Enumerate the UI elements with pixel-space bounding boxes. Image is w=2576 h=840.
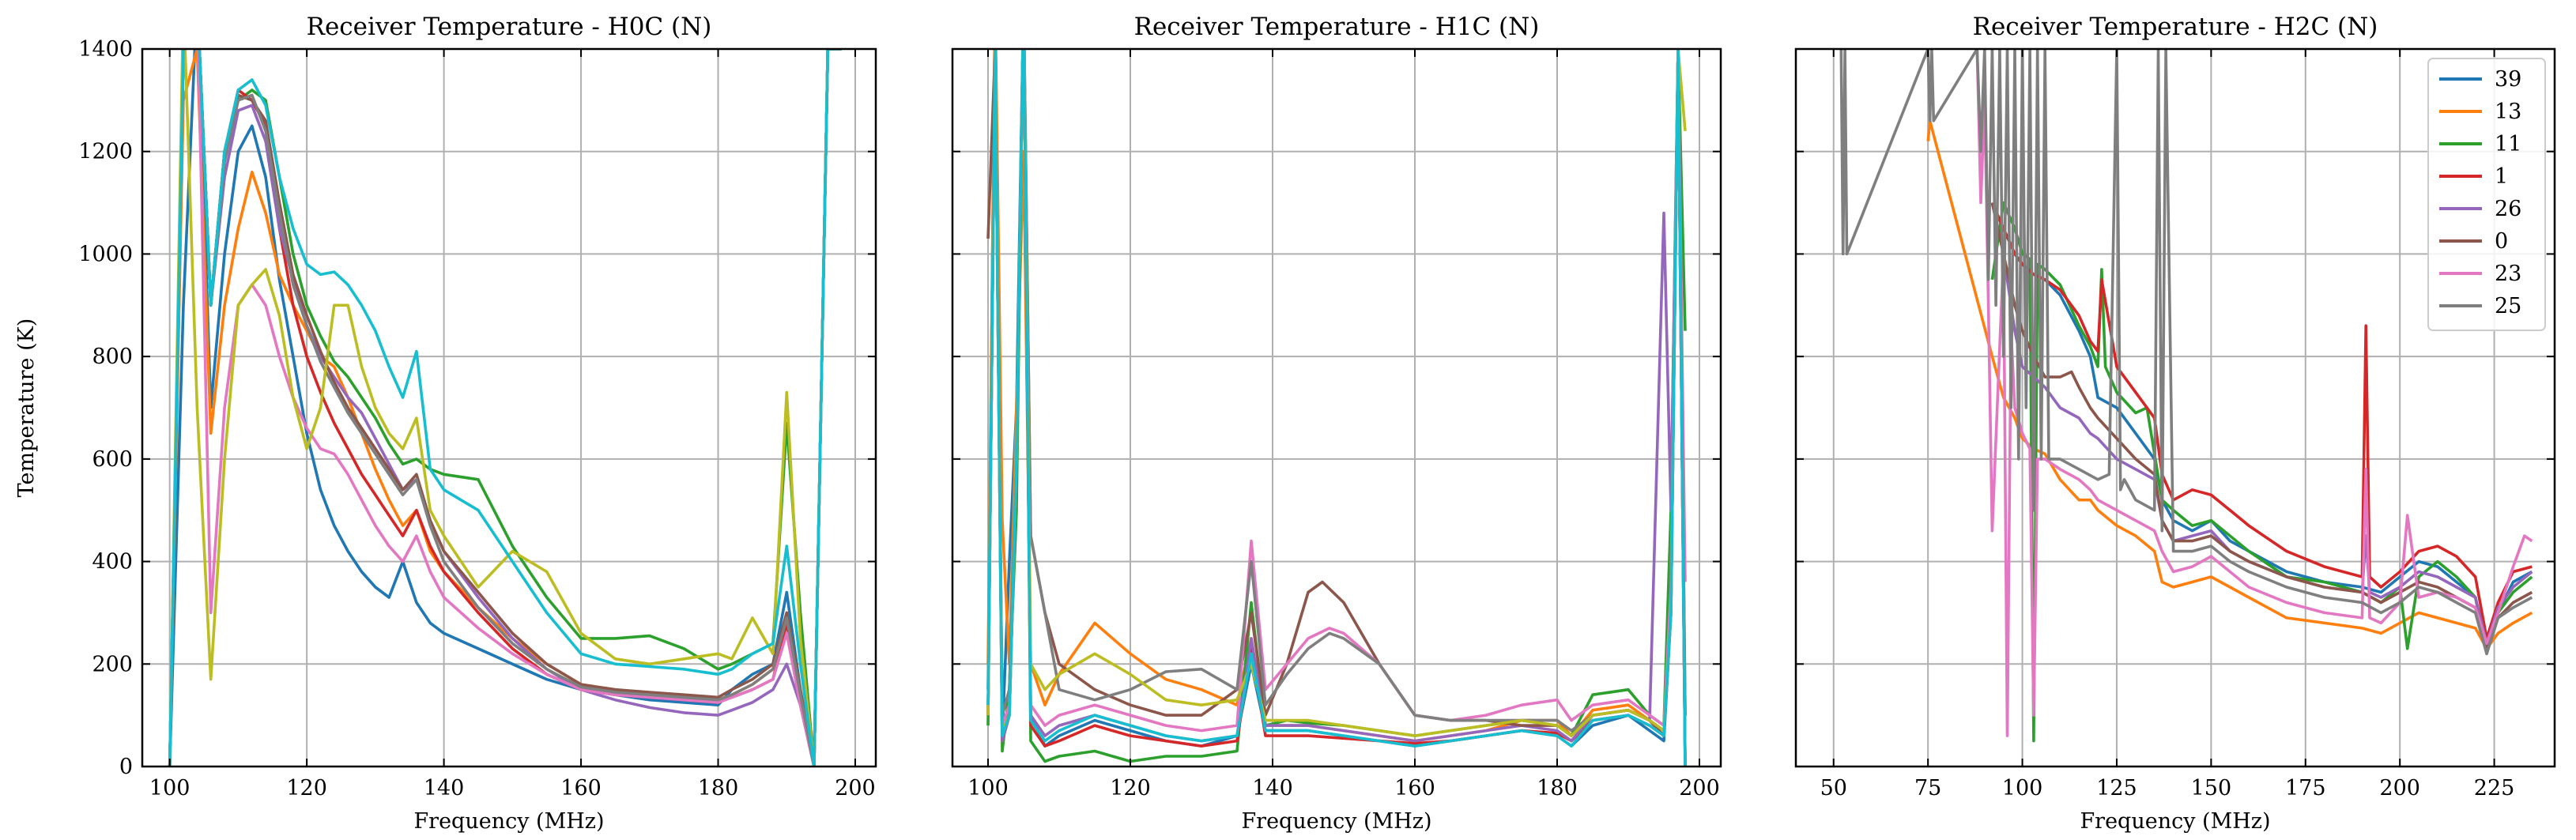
x-tick-label: 140	[424, 776, 465, 800]
legend-label: 23	[2495, 262, 2521, 286]
series-line-0	[168, 49, 842, 767]
x-axis-label: Frequency (MHz)	[2080, 809, 2270, 834]
panel-h0c: 100 120 140 160 180 200 0 200 400 600 800 1000 1200 1…	[14, 13, 877, 834]
series-line-26	[1990, 202, 2533, 646]
x-tick-label: 150	[2191, 776, 2232, 800]
series-line-3	[986, 49, 1687, 767]
x-tick-label: 225	[2474, 776, 2515, 800]
chart-title: Receiver Temperature - H0C (N)	[307, 13, 712, 41]
chart-title: Receiver Temperature - H1C (N)	[1134, 13, 1540, 41]
series-line-4	[168, 49, 842, 767]
x-tick-label: 180	[698, 776, 739, 800]
series-line-0	[1990, 202, 2533, 650]
series-line-5	[168, 49, 842, 767]
y-tick-label: 0	[119, 755, 133, 779]
plot-frame	[1794, 47, 2556, 768]
y-tick-label: 1400	[78, 37, 133, 62]
series-line-6	[168, 49, 842, 767]
series-line-4	[986, 49, 1687, 767]
series-line-1	[986, 49, 1687, 767]
series-line-9	[986, 49, 1687, 767]
series-group	[1839, 49, 2533, 743]
series-line-0	[986, 49, 1687, 767]
x-tick-label: 140	[1252, 776, 1293, 800]
x-tick-label: 125	[2096, 776, 2137, 800]
series-line-7	[168, 49, 842, 767]
x-tick-label: 75	[1914, 776, 1941, 800]
y-tick-label: 1000	[78, 242, 133, 266]
series-group	[986, 49, 1687, 767]
x-tick-label: 100	[967, 776, 1009, 800]
y-tick-label: 200	[92, 652, 133, 676]
x-tick-label: 175	[2285, 776, 2326, 800]
y-tick-label: 1200	[78, 140, 133, 164]
series-group	[168, 49, 842, 767]
x-axis-label: Frequency (MHz)	[1241, 809, 1431, 834]
legend-label: 0	[2495, 229, 2508, 254]
series-line-9	[168, 49, 842, 767]
x-tick-label: 120	[286, 776, 327, 800]
y-tick-label: 800	[92, 345, 133, 369]
legend-label: 11	[2495, 132, 2521, 156]
series-line-8	[168, 49, 842, 767]
x-tick-label: 100	[149, 776, 190, 800]
legend-label: 25	[2495, 294, 2521, 318]
series-line-7	[986, 49, 1687, 733]
legend-label: 1	[2495, 164, 2508, 189]
series-line-2	[168, 49, 842, 767]
x-tick-label: 50	[1820, 776, 1847, 800]
y-axis-label: Temperature (K)	[14, 318, 39, 498]
x-tick-label: 200	[1679, 776, 1720, 800]
x-axis-label: Frequency (MHz)	[413, 809, 604, 834]
x-tick-label: 160	[1394, 776, 1435, 800]
legend-box	[2427, 58, 2546, 331]
plot-frame	[951, 47, 1722, 768]
series-line-3	[168, 49, 842, 767]
y-tick-label: 400	[92, 550, 133, 574]
legend-label: 39	[2495, 67, 2521, 92]
x-tick-label: 120	[1110, 776, 1151, 800]
y-tick-label: 600	[92, 447, 133, 472]
chart-title: Receiver Temperature - H2C (N)	[1973, 13, 2378, 41]
panel-h1c: 100 120 140 160 180 200 Receiver Temperature -…	[951, 13, 1722, 834]
x-tick-label: 180	[1537, 776, 1578, 800]
plot-frame	[141, 47, 877, 768]
series-line-2	[986, 49, 1687, 763]
series-line-6	[986, 49, 1687, 733]
x-tick-label: 200	[2379, 776, 2420, 800]
series-line-1	[1990, 202, 2533, 640]
x-tick-label: 200	[835, 776, 876, 800]
x-tick-label: 100	[2002, 776, 2043, 800]
x-tick-label: 160	[560, 776, 602, 800]
series-line-25	[1839, 49, 2533, 656]
legend-label: 26	[2495, 197, 2521, 221]
legend-label: 13	[2495, 100, 2521, 124]
